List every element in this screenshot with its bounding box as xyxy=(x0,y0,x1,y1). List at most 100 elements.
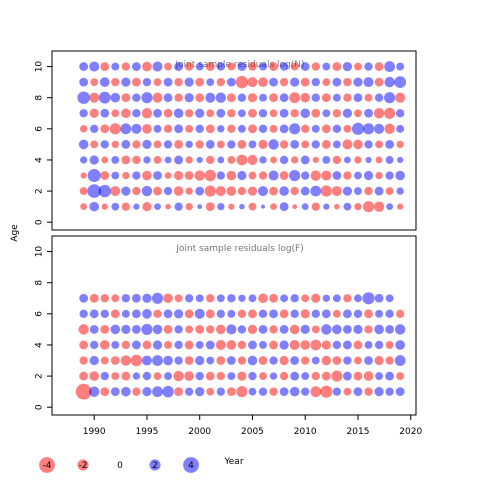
bottom-residual-bubble xyxy=(258,293,268,304)
bottom-residual-bubble xyxy=(310,339,322,351)
top-residual-bubble xyxy=(396,124,405,133)
bottom-residual-bubble xyxy=(375,309,384,318)
top-residual-bubble xyxy=(206,109,215,118)
bottom-residual-bubble xyxy=(332,356,342,365)
top-residual-bubble xyxy=(184,93,194,103)
top-residual-bubble xyxy=(385,156,394,164)
top-residual-bubble xyxy=(100,62,110,71)
top-residual-bubble xyxy=(99,77,110,87)
top-residual-bubble xyxy=(205,202,215,212)
top-residual-bubble xyxy=(395,92,406,103)
bottom-residual-bubble xyxy=(354,356,362,365)
bottom-residual-bubble xyxy=(121,340,131,350)
bottom-residual-bubble xyxy=(79,293,89,303)
top-residual-bubble xyxy=(311,140,320,149)
top-residual-bubble xyxy=(343,93,352,102)
size-legend: -4 -2 0 2 4 xyxy=(39,457,199,473)
top-residual-bubble xyxy=(100,171,110,180)
top-residual-bubble xyxy=(174,202,183,211)
bottom-residual-bubble xyxy=(385,309,394,319)
top-residual-bubble xyxy=(353,77,363,87)
top-residual-bubble xyxy=(332,155,342,165)
bottom-residual-bubble xyxy=(88,386,100,397)
top-residual-bubble xyxy=(110,186,121,197)
top-residual-bubble xyxy=(121,139,131,149)
top-y-tick-label: 4 xyxy=(35,157,45,163)
top-residual-bubble xyxy=(153,171,162,180)
bottom-residual-bubble xyxy=(163,355,173,366)
top-residual-bubble xyxy=(132,186,141,196)
top-residual-bubble xyxy=(289,169,301,182)
top-residual-bubble xyxy=(142,202,152,212)
bottom-residual-bubble xyxy=(248,309,257,319)
top-residual-bubble xyxy=(121,77,131,87)
top-residual-bubble xyxy=(321,139,331,149)
bottom-residual-bubble xyxy=(110,387,120,397)
bottom-residual-bubble xyxy=(132,340,141,350)
bottom-residual-bubble xyxy=(162,385,174,398)
bottom-residual-bubble xyxy=(343,387,352,396)
bottom-residual-bubble xyxy=(206,387,215,396)
bottom-y-axis: 0 2 4 6 8 10 xyxy=(35,246,52,410)
top-residual-bubble xyxy=(384,107,396,119)
top-residual-bubble xyxy=(323,203,330,210)
bottom-residual-bubble xyxy=(132,309,141,319)
bottom-residual-bubble xyxy=(237,356,247,365)
bottom-residual-bubble xyxy=(279,324,289,334)
bottom-residual-bubble xyxy=(78,324,89,335)
top-residual-bubble xyxy=(322,78,331,87)
top-residual-bubble xyxy=(121,108,131,119)
top-residual-bubble xyxy=(279,171,289,180)
top-residual-bubble xyxy=(354,109,362,118)
bottom-residual-bubble xyxy=(332,387,342,396)
bottom-residual-bubble xyxy=(279,387,289,397)
bottom-residual-bubble xyxy=(163,293,173,304)
bottom-residual-bubble xyxy=(216,356,226,365)
bottom-residual-bubble xyxy=(174,325,183,334)
top-residual-bubble xyxy=(154,203,161,211)
top-residual-bubble xyxy=(132,62,141,71)
top-residual-bubble xyxy=(111,62,120,71)
top-residual-bubble xyxy=(261,204,265,209)
top-residual-bubble xyxy=(80,172,87,179)
top-residual-bubble xyxy=(279,140,289,149)
top-residual-bubble xyxy=(248,202,257,211)
top-residual-bubble xyxy=(248,171,257,180)
bottom-residual-bubble xyxy=(89,371,100,381)
bottom-residual-bubble xyxy=(364,387,373,396)
top-residual-bubble xyxy=(173,170,184,181)
bottom-residual-bubble xyxy=(247,324,258,335)
bottom-residual-bubble xyxy=(195,371,204,381)
bottom-residual-bubble xyxy=(300,309,310,319)
bottom-y-tick-label: 8 xyxy=(35,280,45,286)
top-residual-bubble xyxy=(174,155,184,165)
bottom-residual-bubble xyxy=(258,309,268,319)
top-residual-bubble xyxy=(120,123,132,135)
top-residual-bubble xyxy=(89,61,100,72)
top-residual-bubble xyxy=(247,186,258,196)
bottom-residual-bubble xyxy=(174,356,183,365)
top-residual-bubble xyxy=(279,124,289,134)
top-residual-bubble xyxy=(184,171,194,180)
bottom-residual-bubble xyxy=(279,340,289,350)
top-residual-bubble xyxy=(110,92,121,103)
top-residual-bubble xyxy=(258,139,268,150)
top-residual-bubble xyxy=(185,156,193,164)
top-residual-bubble xyxy=(184,77,194,87)
bottom-residual-bubble xyxy=(258,387,268,396)
top-residual-bubble xyxy=(384,76,395,88)
top-residual-bubble xyxy=(153,186,162,196)
bottom-residual-bubble xyxy=(321,324,332,335)
top-residual-bubble xyxy=(322,62,331,71)
top-residual-bubble xyxy=(195,77,205,87)
bottom-residual-bubble xyxy=(174,340,183,350)
bottom-residual-bubble xyxy=(121,371,131,381)
top-residual-bubble xyxy=(89,201,100,212)
top-residual-bubble xyxy=(195,108,205,118)
bottom-residual-bubble xyxy=(311,371,320,381)
top-residual-bubble xyxy=(174,62,184,71)
bottom-y-tick-label: 4 xyxy=(35,342,45,348)
bottom-residual-bubble xyxy=(89,324,99,334)
top-residual-bubble xyxy=(195,186,205,196)
bottom-y-tick-label: 6 xyxy=(35,311,45,317)
